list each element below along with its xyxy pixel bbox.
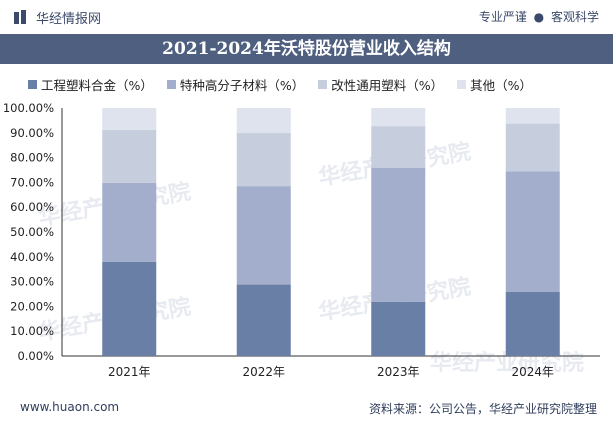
bar-segment — [371, 168, 426, 302]
footer-website: www.huaon.com — [20, 400, 120, 414]
legend-swatch — [28, 79, 37, 89]
tagline-dot: ● — [533, 10, 545, 24]
bar-segment — [371, 126, 426, 169]
bar-segment — [236, 108, 291, 134]
y-tick-label: 70.00% — [10, 175, 54, 189]
bar-segment — [236, 133, 291, 187]
y-tick-label: 20.00% — [10, 299, 54, 313]
y-tick-label: 40.00% — [10, 250, 54, 264]
x-tick-label: 2024年 — [511, 365, 554, 379]
bar-segment — [505, 123, 560, 172]
tagline-left: 专业严谨 — [478, 10, 527, 24]
bar-segment — [102, 261, 157, 356]
bar-segment — [505, 171, 560, 293]
x-tick-label: 2023年 — [377, 365, 420, 379]
legend-swatch — [318, 79, 328, 89]
legend-item: 其他（%） — [457, 75, 532, 94]
bar-segment — [505, 292, 560, 356]
header-bar: 华经情报网 专业严谨 ● 客观科学 — [0, 0, 613, 34]
brand-name: 华经情报网 — [36, 12, 102, 27]
legend-item: 特种高分子材料（%） — [166, 75, 305, 94]
x-tick-label: 2022年 — [242, 365, 285, 379]
legend-label: 特种高分子材料（%） — [179, 77, 305, 93]
legend-label: 工程塑料合金（%） — [41, 77, 153, 93]
y-tick-label: 0.00% — [17, 349, 54, 363]
y-tick-label: 10.00% — [10, 324, 54, 338]
bar-segment — [505, 108, 560, 124]
bar-segment — [371, 301, 426, 356]
y-tick-label: 50.00% — [10, 225, 54, 239]
bar-segment — [102, 108, 157, 130]
bar-segment — [102, 182, 157, 262]
legend-swatch — [457, 79, 467, 89]
y-tick-label: 30.00% — [10, 275, 54, 289]
legend-swatch — [166, 79, 176, 89]
legend-label: 其他（%） — [470, 77, 533, 93]
footer-source: 资料来源：公司公告，华经产业研究院整理 — [368, 402, 597, 416]
tagline: 专业严谨 ● 客观科学 — [479, 8, 599, 25]
chart-title: 2021-2024年沃特股份营业收入结构 — [0, 34, 613, 64]
legend-label: 改性通用塑料（%） — [331, 77, 444, 93]
bar-segment — [102, 129, 157, 183]
x-tick-label: 2021年 — [108, 365, 151, 379]
legend-item: 改性通用塑料（%） — [318, 75, 443, 94]
logo-icon — [14, 10, 26, 24]
y-tick-label: 60.00% — [10, 200, 54, 214]
bar-segment — [236, 284, 291, 356]
y-tick-label: 80.00% — [10, 151, 54, 165]
tagline-right: 客观科学 — [550, 10, 599, 24]
y-tick-label: 100.00% — [3, 101, 54, 115]
bar-segment — [236, 186, 291, 285]
chart-legend: 工程塑料合金（%） 特种高分子材料（%） 改性通用塑料（%） 其他（%） — [28, 75, 546, 93]
bar-segment — [371, 108, 426, 127]
y-tick-label: 90.00% — [10, 126, 54, 140]
legend-item: 工程塑料合金（%） — [28, 75, 153, 94]
